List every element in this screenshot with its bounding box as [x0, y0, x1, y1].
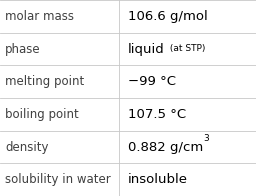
Text: (at STP): (at STP)	[167, 44, 206, 54]
Text: molar mass: molar mass	[5, 10, 74, 23]
Text: 3: 3	[203, 134, 209, 143]
Text: 0.882 g/cm: 0.882 g/cm	[128, 141, 203, 153]
Text: 106.6 g/mol: 106.6 g/mol	[128, 10, 208, 23]
Text: 107.5 °C: 107.5 °C	[128, 108, 186, 121]
Text: density: density	[5, 141, 49, 153]
Text: liquid: liquid	[128, 43, 165, 55]
Text: insoluble: insoluble	[128, 173, 188, 186]
Text: phase: phase	[5, 43, 41, 55]
Text: −99 °C: −99 °C	[128, 75, 176, 88]
Text: boiling point: boiling point	[5, 108, 79, 121]
Text: melting point: melting point	[5, 75, 84, 88]
Text: solubility in water: solubility in water	[5, 173, 111, 186]
